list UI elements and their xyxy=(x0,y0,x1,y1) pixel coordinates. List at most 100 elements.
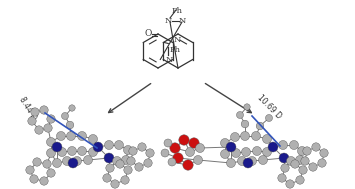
Circle shape xyxy=(320,149,328,157)
Circle shape xyxy=(124,146,132,154)
Circle shape xyxy=(241,147,251,156)
Circle shape xyxy=(231,149,240,157)
Circle shape xyxy=(93,142,103,152)
Circle shape xyxy=(77,146,87,156)
Circle shape xyxy=(69,105,75,111)
Circle shape xyxy=(56,132,66,140)
Circle shape xyxy=(286,180,294,188)
Text: Ph: Ph xyxy=(171,7,182,15)
Circle shape xyxy=(303,147,311,155)
Circle shape xyxy=(31,108,39,116)
Circle shape xyxy=(68,158,78,168)
Text: N: N xyxy=(178,17,186,25)
Circle shape xyxy=(124,166,132,174)
Circle shape xyxy=(113,156,121,166)
Circle shape xyxy=(58,147,66,156)
Circle shape xyxy=(77,132,87,140)
Circle shape xyxy=(244,104,250,110)
Circle shape xyxy=(26,166,34,174)
Circle shape xyxy=(33,158,41,166)
Circle shape xyxy=(295,156,305,164)
Circle shape xyxy=(47,149,55,157)
Circle shape xyxy=(226,159,235,167)
Circle shape xyxy=(258,156,268,164)
Circle shape xyxy=(226,142,236,152)
Circle shape xyxy=(196,143,204,153)
Circle shape xyxy=(121,156,131,164)
Circle shape xyxy=(116,160,124,168)
Circle shape xyxy=(146,149,154,157)
Circle shape xyxy=(262,147,272,156)
Circle shape xyxy=(62,156,71,166)
Circle shape xyxy=(220,149,229,159)
Circle shape xyxy=(241,120,249,128)
Circle shape xyxy=(237,156,246,166)
Text: N: N xyxy=(165,56,173,64)
Circle shape xyxy=(256,122,264,130)
Circle shape xyxy=(252,146,262,156)
Circle shape xyxy=(72,156,82,166)
Circle shape xyxy=(240,132,250,140)
Circle shape xyxy=(61,112,69,119)
Text: N: N xyxy=(164,17,172,25)
Circle shape xyxy=(135,163,143,171)
Circle shape xyxy=(268,142,278,152)
Circle shape xyxy=(88,147,98,156)
Circle shape xyxy=(291,160,299,168)
Circle shape xyxy=(279,140,288,149)
Circle shape xyxy=(189,138,199,148)
Circle shape xyxy=(312,143,320,151)
Circle shape xyxy=(168,158,176,166)
Circle shape xyxy=(127,157,135,165)
Circle shape xyxy=(35,126,43,134)
Circle shape xyxy=(28,117,36,125)
Circle shape xyxy=(318,159,326,167)
Circle shape xyxy=(106,164,114,172)
Circle shape xyxy=(66,132,76,140)
Circle shape xyxy=(47,115,55,123)
Circle shape xyxy=(266,115,273,122)
Circle shape xyxy=(164,139,172,147)
Circle shape xyxy=(43,160,51,168)
Circle shape xyxy=(40,177,48,185)
Circle shape xyxy=(67,146,76,156)
Circle shape xyxy=(53,159,61,167)
Circle shape xyxy=(138,143,146,151)
Circle shape xyxy=(299,166,307,174)
Circle shape xyxy=(173,153,183,163)
Circle shape xyxy=(111,180,119,188)
Circle shape xyxy=(262,135,272,143)
Circle shape xyxy=(115,140,124,149)
Circle shape xyxy=(236,112,244,119)
Circle shape xyxy=(186,147,195,156)
Circle shape xyxy=(247,156,257,166)
Circle shape xyxy=(104,153,114,163)
Circle shape xyxy=(83,156,93,164)
Circle shape xyxy=(144,159,152,167)
Text: N: N xyxy=(173,36,181,44)
Circle shape xyxy=(121,176,129,184)
Circle shape xyxy=(297,146,306,156)
Circle shape xyxy=(161,149,169,157)
Text: 8.44 D: 8.44 D xyxy=(17,95,38,121)
Circle shape xyxy=(103,174,111,182)
Circle shape xyxy=(301,157,309,165)
Circle shape xyxy=(179,135,189,145)
Circle shape xyxy=(88,135,98,143)
Circle shape xyxy=(279,153,289,163)
Circle shape xyxy=(243,158,253,168)
Circle shape xyxy=(309,163,317,171)
Circle shape xyxy=(66,121,74,129)
Circle shape xyxy=(183,160,193,170)
Circle shape xyxy=(170,143,180,153)
Circle shape xyxy=(129,147,137,155)
Circle shape xyxy=(289,140,299,149)
Circle shape xyxy=(104,140,114,149)
Circle shape xyxy=(281,164,289,172)
Circle shape xyxy=(193,156,202,164)
Circle shape xyxy=(40,106,48,114)
Circle shape xyxy=(230,132,240,142)
Circle shape xyxy=(30,175,38,183)
Text: O: O xyxy=(144,29,152,39)
Circle shape xyxy=(44,124,52,132)
